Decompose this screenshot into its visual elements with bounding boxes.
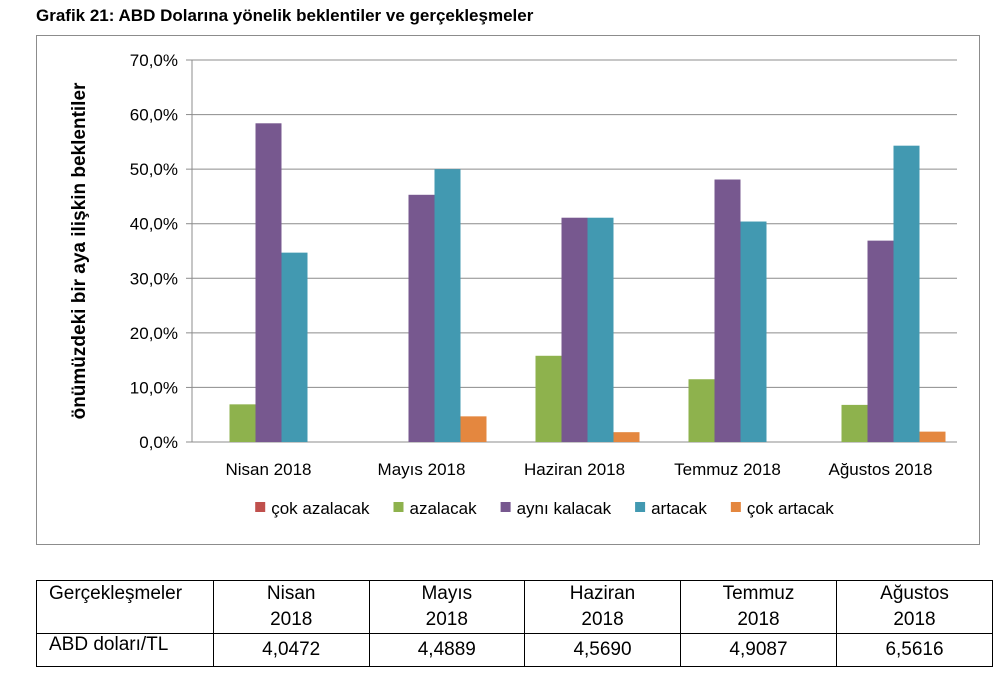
x-tick-label: Temmuz 2018 (674, 460, 781, 479)
legend-label: aynı kalacak (517, 499, 612, 518)
legend-swatch (635, 502, 646, 512)
bar (688, 379, 715, 442)
y-tick-label: 20,0% (130, 324, 178, 343)
bar (460, 416, 487, 442)
table-header-cell: Gerçekleşmeler (36, 580, 214, 634)
x-tick-label: Mayıs 2018 (378, 460, 466, 479)
x-tick-label: Haziran 2018 (524, 460, 625, 479)
table-cell: 6,5616 (836, 633, 993, 667)
y-tick-label: 70,0% (130, 51, 178, 70)
table-header-cell: Temmuz 2018 (679, 580, 838, 634)
legend-label: çok azalacak (271, 499, 370, 518)
legend-label: çok artacak (747, 499, 834, 518)
bar (919, 431, 946, 442)
y-axis-label: önümüzdeki bir aya ilişkin beklentiler (69, 82, 90, 419)
y-tick-label: 40,0% (130, 215, 178, 234)
y-tick-label: 10,0% (130, 378, 178, 397)
table-row-label: ABD doları/TL (36, 633, 214, 667)
legend-swatch (255, 502, 266, 512)
chart-area: 0,0% 10,0% 20,0% 30,0% 40,0% 50,0% 60,0% 70,0% ö… (36, 35, 980, 545)
table-cell: 4,4889 (368, 633, 526, 667)
x-tick-label: Ağustos 2018 (829, 460, 933, 479)
bar (255, 123, 282, 442)
table-header-cell: Ağustos 2018 (836, 580, 993, 634)
table-row: ABD doları/TL 4,0472 4,4889 4,5690 4,908… (36, 633, 993, 667)
table-cell: 4,9087 (679, 633, 838, 667)
bar (408, 194, 435, 442)
bar (893, 145, 920, 443)
table-header-cell: Haziran 2018 (524, 580, 681, 634)
table-header-row: Gerçekleşmeler Nisan 2018 Mayıs 2018 Hazir… (36, 580, 993, 634)
bar (587, 217, 614, 442)
table-header-cell: Mayıs 2018 (368, 580, 526, 634)
legend-swatch (730, 502, 741, 512)
table-cell: 4,0472 (212, 633, 370, 667)
bar (841, 404, 868, 442)
chart-title: Grafik 21: ABD Dolarına yönelik beklenti… (36, 6, 534, 25)
bar (229, 404, 256, 442)
bar (434, 169, 461, 442)
y-tick-label: 50,0% (130, 160, 178, 179)
bar (740, 221, 767, 442)
legend-swatch (500, 502, 511, 512)
y-tick-label: 0,0% (139, 433, 178, 452)
realizations-table: Gerçekleşmeler Nisan 2018 Mayıs 2018 Hazir… (36, 580, 993, 667)
bar (561, 217, 588, 442)
y-tick-label: 60,0% (130, 106, 178, 125)
legend-label: artacak (651, 499, 707, 518)
bar (714, 179, 741, 443)
bar (867, 240, 894, 442)
legend-swatch (393, 502, 404, 512)
table-header-cell: Nisan 2018 (212, 580, 370, 634)
bar (613, 432, 640, 442)
y-tick-label: 30,0% (130, 269, 178, 288)
x-tick-label: Nisan 2018 (225, 460, 311, 479)
bar (535, 355, 562, 442)
bar (281, 252, 308, 442)
table-cell: 4,5690 (524, 633, 681, 667)
legend-label: azalacak (409, 499, 477, 518)
bar-chart: 0,0% 10,0% 20,0% 30,0% 40,0% 50,0% 60,0% 70,0% ö… (69, 51, 957, 518)
